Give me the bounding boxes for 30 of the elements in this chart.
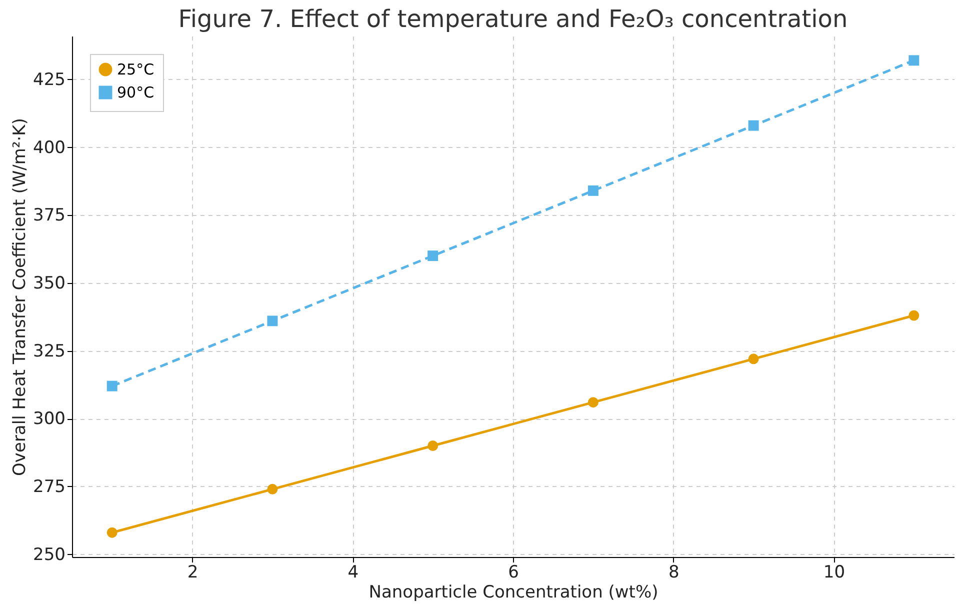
point <box>106 380 118 392</box>
point <box>267 316 278 326</box>
point <box>748 120 759 131</box>
legend-label: 25°C <box>117 60 154 78</box>
x-tick-label: 8 <box>668 562 680 582</box>
point <box>908 55 920 66</box>
y-tick-label: 275 <box>33 476 66 497</box>
point <box>428 250 438 262</box>
x-tick-label: 2 <box>187 562 198 582</box>
y-tick-label: 300 <box>33 409 66 430</box>
point <box>908 310 920 321</box>
y-tick-label: 400 <box>33 138 66 158</box>
x-tick-label: 6 <box>508 562 519 582</box>
legend-label: 90°C <box>117 84 154 102</box>
y-tick-label: 325 <box>33 341 66 362</box>
y-axis-title: Overall Heat Transfer Coefficient (W/m²·K) <box>10 118 30 476</box>
point <box>267 484 278 494</box>
point <box>588 185 598 196</box>
y-tick-label: 250 <box>33 544 66 565</box>
x-tick-label: 4 <box>348 562 359 582</box>
chart-title: Figure 7. Effect of temperature and Fe₂O₃ concentration <box>178 5 848 33</box>
point <box>428 440 438 451</box>
point <box>588 397 598 408</box>
y-tick-label: 425 <box>33 70 66 90</box>
x-axis-title: Nanoparticle Concentration (wt%) <box>368 582 658 602</box>
point <box>748 354 759 364</box>
point <box>106 527 118 538</box>
y-tick-label: 375 <box>33 206 66 226</box>
x-tick-label: 10 <box>823 562 846 582</box>
y-tick-label: 350 <box>33 273 66 294</box>
